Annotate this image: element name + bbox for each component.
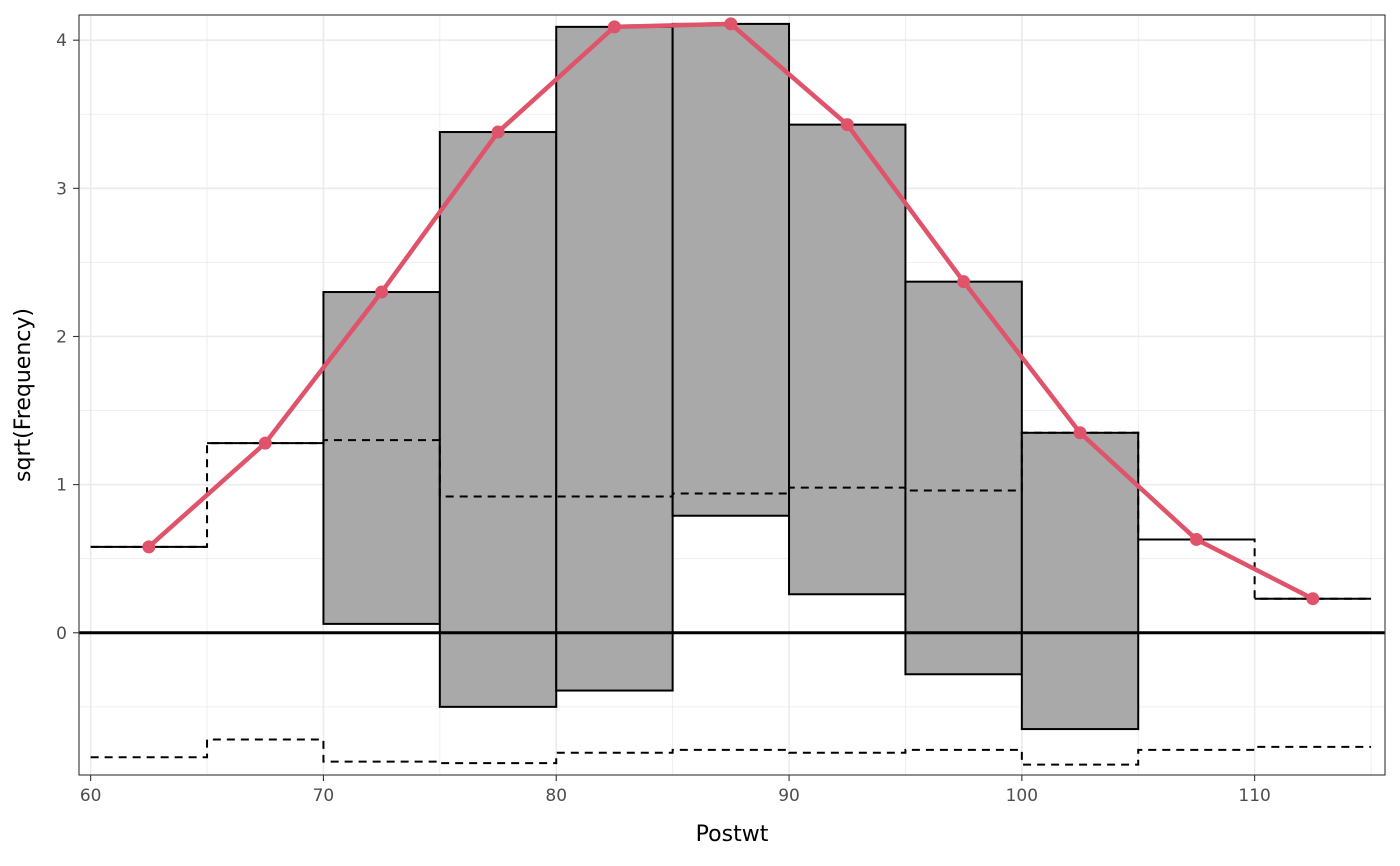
hanging-bar [555,25,674,692]
x-axis-ticks: 60 70 80 90 100 110 [80,775,1271,806]
y-tick-label: 4 [56,31,67,51]
hanging-bar [322,291,441,625]
y-tick-label: 0 [56,624,67,644]
hanging-bar [788,123,907,596]
expected-frequency-curve [142,17,1320,606]
x-tick-label: 70 [313,786,335,806]
expected-point [258,436,272,450]
expected-point [1306,592,1320,606]
y-axis-ticks: 0 1 2 3 4 [56,31,79,644]
hanging-bars [90,22,1372,731]
y-tick-label: 1 [56,476,67,496]
x-axis-title: Postwt [696,822,769,847]
hanging-bar [904,280,1023,676]
expected-point [1073,426,1087,440]
reference-dashed-lines [90,431,1372,766]
expected-point [142,540,156,554]
expected-point [724,17,738,31]
expected-point [1189,532,1203,546]
hanging-bar [1020,431,1140,731]
x-tick-label: 80 [545,786,567,806]
x-tick-label: 90 [778,786,800,806]
expected-point [491,125,505,139]
x-tick-label: 60 [80,786,102,806]
dashed-step-lower [90,738,1372,766]
panel-border [78,14,1386,776]
expected-point [607,20,621,34]
x-tick-label: 110 [1238,786,1270,806]
hanging-bar [671,22,791,517]
y-tick-label: 2 [56,327,67,347]
dashed-step-upper [90,431,1372,600]
y-tick-label: 3 [56,179,67,199]
hanging-bar [438,131,558,708]
y-axis-title: sqrt(Frequency) [11,308,36,482]
expected-point [840,118,854,132]
expected-point [957,275,971,289]
x-tick-label: 100 [1006,786,1038,806]
expected-point [375,285,389,299]
